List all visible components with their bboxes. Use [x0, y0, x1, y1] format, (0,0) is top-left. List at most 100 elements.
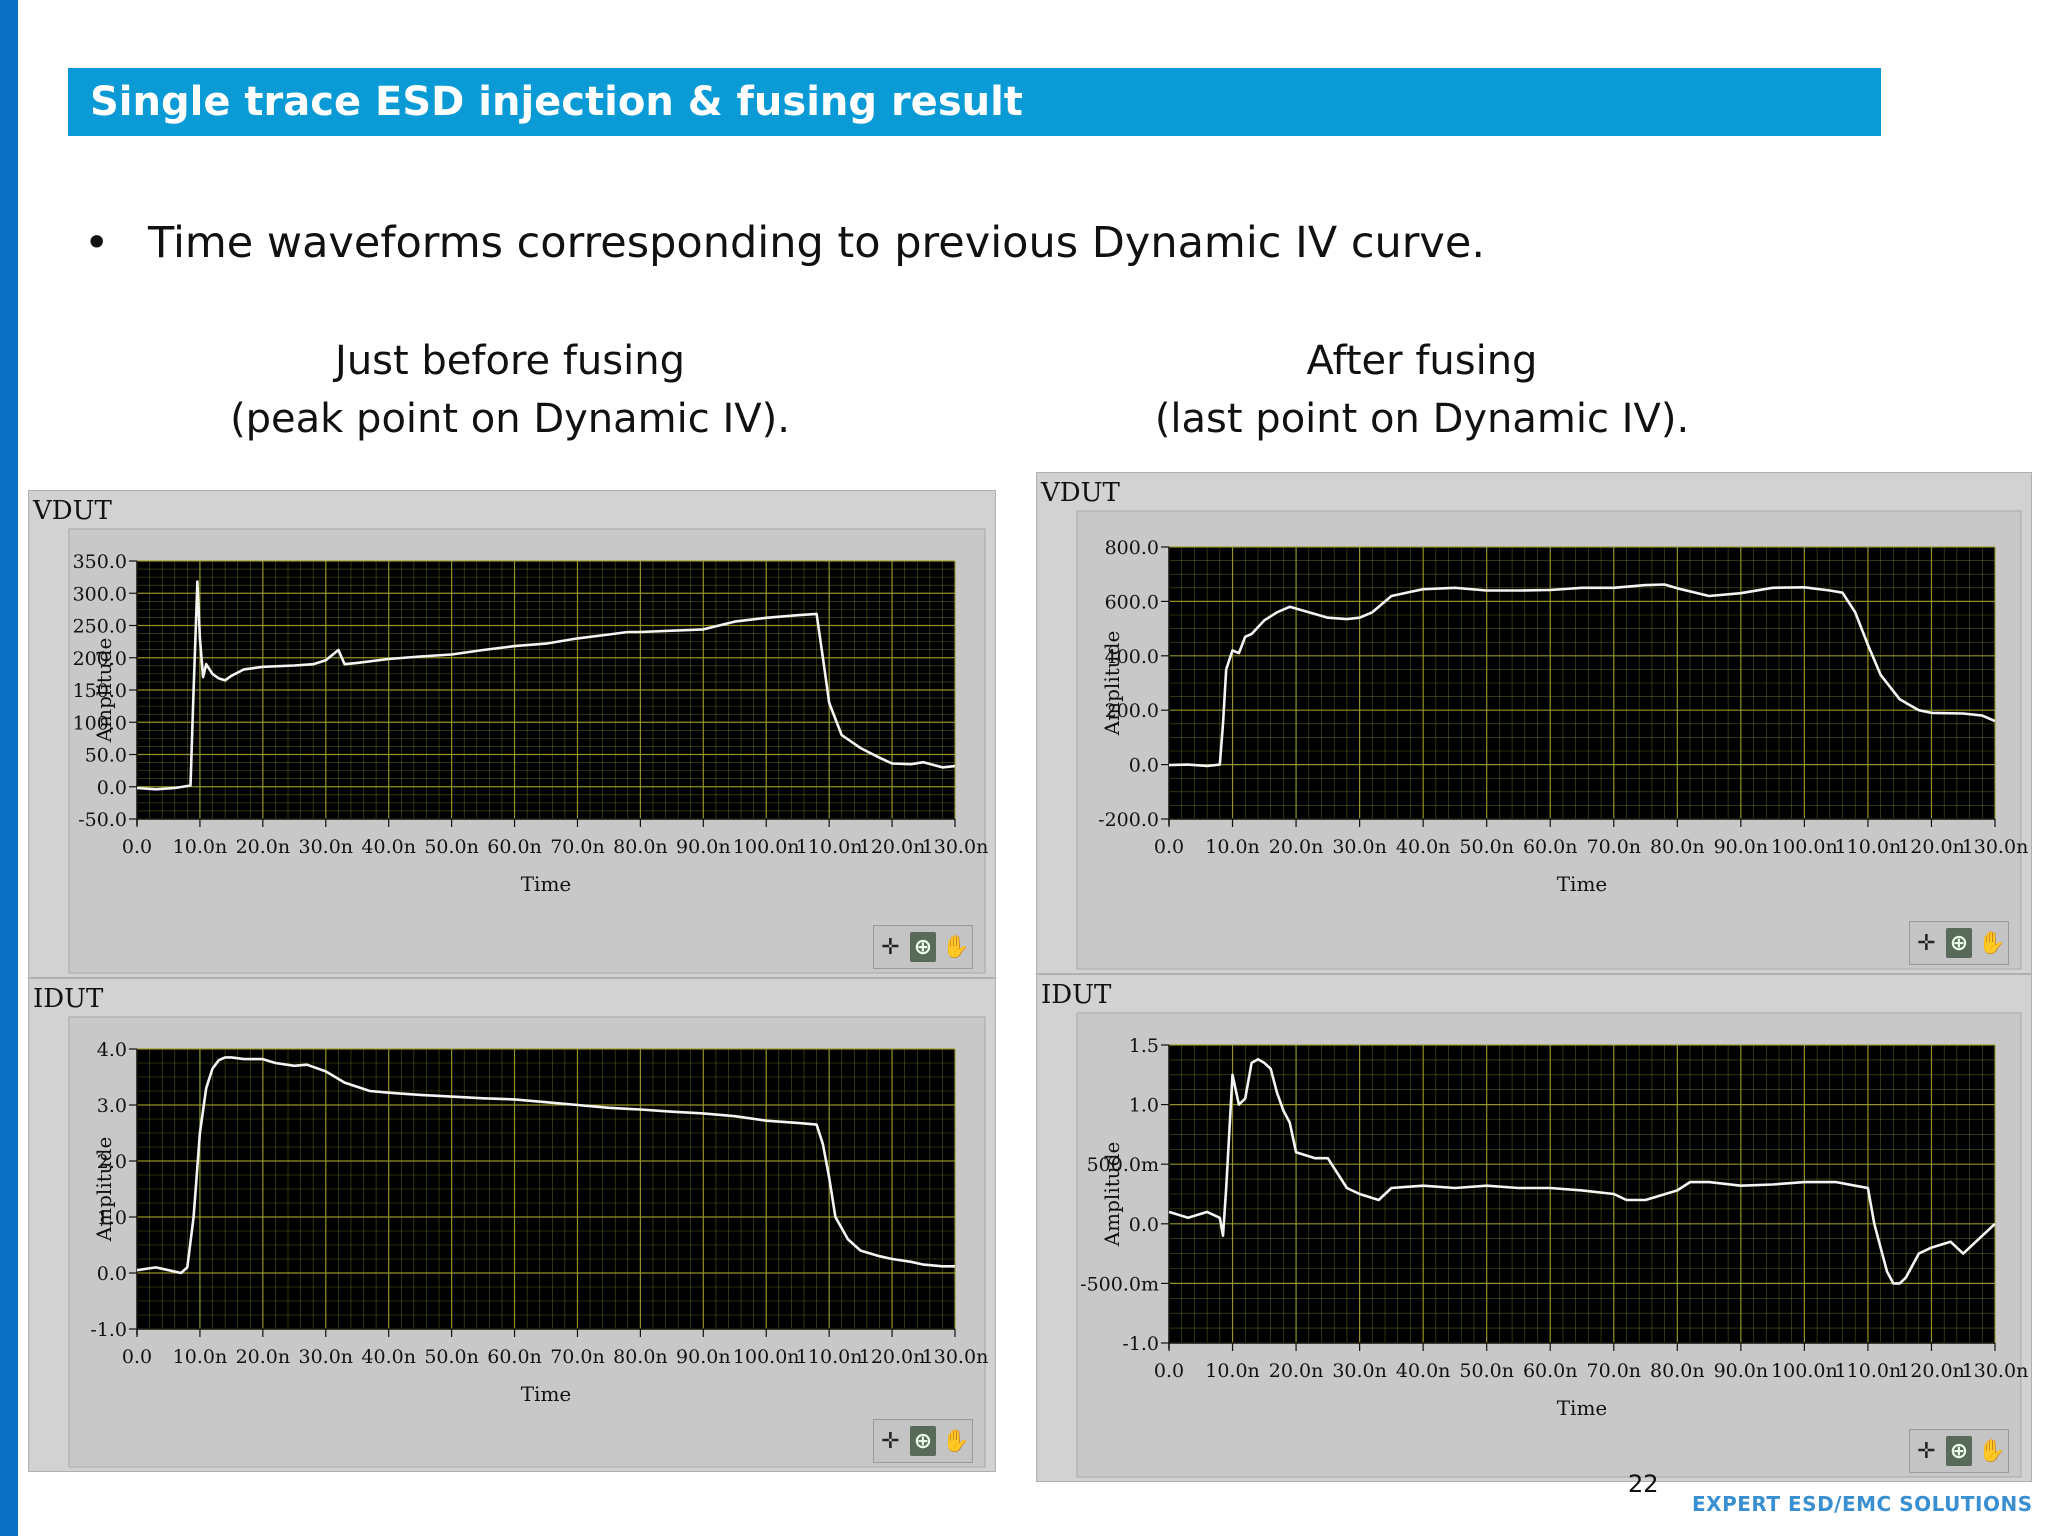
vdut_before-chart: VDUT 350.0 300.0 250.0 200.0 150.0 100.0 50.0 0.… [28, 490, 996, 978]
y-tick-label: 1.5 [1129, 1035, 1159, 1057]
zoom-icon[interactable]: ⊕ [1945, 1436, 1972, 1466]
idut_before-chart: IDUT 4.0 3.0 2.0 1.0 0.0 -1.0 0.0 10.0n 20.0n 30.0… [28, 978, 996, 1472]
y-tick-label: 250.0 [73, 616, 127, 638]
vdut_after-chart: VDUT 800.0 600.0 400.0 200.0 0.0 -200.0 0.0 10.0… [1036, 472, 2032, 974]
hand-icon[interactable]: ✋ [941, 1428, 970, 1454]
y-axis-label: Amplitude [1100, 1142, 1124, 1248]
crosshair-icon[interactable]: ✛ [1917, 930, 1936, 956]
x-tick-label: 30.0n [1332, 836, 1387, 858]
x-tick-label: 120.0n [1898, 836, 1965, 858]
y-tick-label: -200.0 [1098, 809, 1159, 831]
y-tick-label: 0.0 [97, 777, 127, 799]
y-tick-label: 1.0 [97, 1207, 127, 1229]
brand-logo: EXPERT ESD/EMC SOLUTIONS [1692, 1492, 2033, 1516]
x-tick-label: 50.0n [1459, 1360, 1514, 1382]
x-tick-label: 30.0n [298, 1346, 353, 1368]
x-tick-label: 40.0n [1396, 1360, 1451, 1382]
y-tick-label: 2.0 [97, 1151, 127, 1173]
x-tick-label: 50.0n [1459, 836, 1514, 858]
y-tick-label: 500.0m [1087, 1154, 1159, 1176]
y-tick-label: 4.0 [97, 1039, 127, 1061]
x-tick-label: 110.0n [1835, 1360, 1902, 1382]
hand-icon[interactable]: ✋ [941, 934, 970, 960]
y-tick-label: 800.0 [1105, 537, 1159, 559]
right-caption-line-1: After fusing [1306, 338, 1538, 384]
x-axis-label: Time [521, 872, 572, 896]
crosshair-icon[interactable]: ✛ [881, 1428, 900, 1454]
chart-title: IDUT [33, 984, 104, 1014]
grid [136, 1048, 956, 1330]
x-tick-label: 60.0n [1523, 1360, 1578, 1382]
crosshair-icon[interactable]: ✛ [881, 934, 900, 960]
y-tick-label: 200.0 [1105, 700, 1159, 722]
chart-title: VDUT [32, 496, 113, 526]
vdut_after-svg: VDUT 800.0 600.0 400.0 200.0 0.0 -200.0 0.0 10.0… [1040, 478, 2029, 970]
x-axis-label: Time [1557, 1396, 1608, 1420]
y-tick-label: 0.0 [97, 1263, 127, 1285]
x-tick-label: 100.0n [733, 836, 800, 858]
y-tick-label: 600.0 [1105, 591, 1159, 613]
x-tick-label: 20.0n [1269, 1360, 1324, 1382]
idut_after-chart: IDUT 1.5 1.0 500.0m 0.0 -500.0m -1.0 0.0 10.0n 20… [1036, 974, 2032, 1482]
graph-toolbar: ✛ ⊕ ✋ [873, 1419, 973, 1463]
left-accent-bar [0, 0, 18, 1536]
zoom-icon[interactable]: ⊕ [909, 1426, 936, 1456]
x-tick-label: 60.0n [487, 1346, 542, 1368]
left-caption-line-1: Just before fusing [335, 338, 685, 384]
x-tick-label: 50.0n [424, 1346, 479, 1368]
idut_after-svg: IDUT 1.5 1.0 500.0m 0.0 -500.0m -1.0 0.0 10.0n 20… [1041, 980, 2029, 1478]
bullet-text: Time waveforms corresponding to previous… [148, 218, 1485, 268]
left-caption-line-2: (peak point on Dynamic IV). [230, 396, 790, 442]
y-tick-label: 300.0 [73, 583, 127, 605]
hand-icon[interactable]: ✋ [1977, 1438, 2006, 1464]
x-tick-label: 20.0n [236, 1346, 291, 1368]
x-tick-label: 130.0n [1962, 836, 2029, 858]
x-tick-label: 30.0n [298, 836, 353, 858]
right-caption-line-2: (last point on Dynamic IV). [1154, 396, 1690, 442]
x-tick-label: 70.0n [1586, 1360, 1641, 1382]
x-tick-label: 120.0n [859, 836, 926, 858]
x-tick-label: 20.0n [1269, 836, 1324, 858]
bullet-icon: • [84, 218, 110, 268]
x-tick-label: 10.0n [1205, 836, 1260, 858]
x-tick-label: 60.0n [487, 836, 542, 858]
y-tick-label: 200.0 [73, 648, 127, 670]
x-tick-label: 10.0n [173, 836, 228, 858]
y-tick-label: 50.0 [85, 745, 127, 767]
zoom-icon[interactable]: ⊕ [909, 932, 936, 962]
x-tick-label: 100.0n [1771, 836, 1838, 858]
x-tick-label: 130.0n [1962, 1360, 2029, 1382]
x-tick-label: 20.0n [236, 836, 291, 858]
x-tick-label: 40.0n [1396, 836, 1451, 858]
x-tick-label: 70.0n [550, 836, 605, 858]
y-axis-label: Amplitude [92, 638, 116, 744]
x-tick-label: 40.0n [361, 1346, 416, 1368]
x-axis-label: Time [521, 1382, 572, 1406]
series-line [1168, 1058, 1996, 1285]
x-tick-label: 130.0n [922, 1346, 989, 1368]
graph-toolbar: ✛ ⊕ ✋ [873, 925, 973, 969]
left-caption: Just before fusing (peak point on Dynami… [110, 332, 910, 448]
y-tick-label: 3.0 [97, 1095, 127, 1117]
series-line [136, 580, 956, 791]
x-tick-label: 40.0n [361, 836, 416, 858]
y-tick-label: -1.0 [90, 1319, 127, 1341]
x-tick-label: 110.0n [1835, 836, 1902, 858]
slide-title: Single trace ESD injection & fusing resu… [68, 68, 1881, 136]
hand-icon[interactable]: ✋ [1977, 930, 2006, 956]
x-tick-label: 90.0n [1714, 836, 1769, 858]
x-tick-label: 50.0n [424, 836, 479, 858]
page-number: 22 [1628, 1470, 1659, 1498]
x-tick-label: 100.0n [1771, 1360, 1838, 1382]
x-tick-label: 90.0n [676, 836, 731, 858]
right-caption: After fusing (last point on Dynamic IV). [1022, 332, 1822, 448]
x-tick-label: 110.0n [796, 1346, 863, 1368]
x-tick-label: 30.0n [1332, 1360, 1387, 1382]
y-tick-label: 150.0 [73, 680, 127, 702]
y-tick-label: -500.0m [1080, 1273, 1159, 1295]
x-tick-label: 90.0n [676, 1346, 731, 1368]
x-tick-label: 0.0 [1154, 1360, 1184, 1382]
crosshair-icon[interactable]: ✛ [1917, 1438, 1936, 1464]
x-tick-label: 70.0n [1586, 836, 1641, 858]
zoom-icon[interactable]: ⊕ [1945, 928, 1972, 958]
